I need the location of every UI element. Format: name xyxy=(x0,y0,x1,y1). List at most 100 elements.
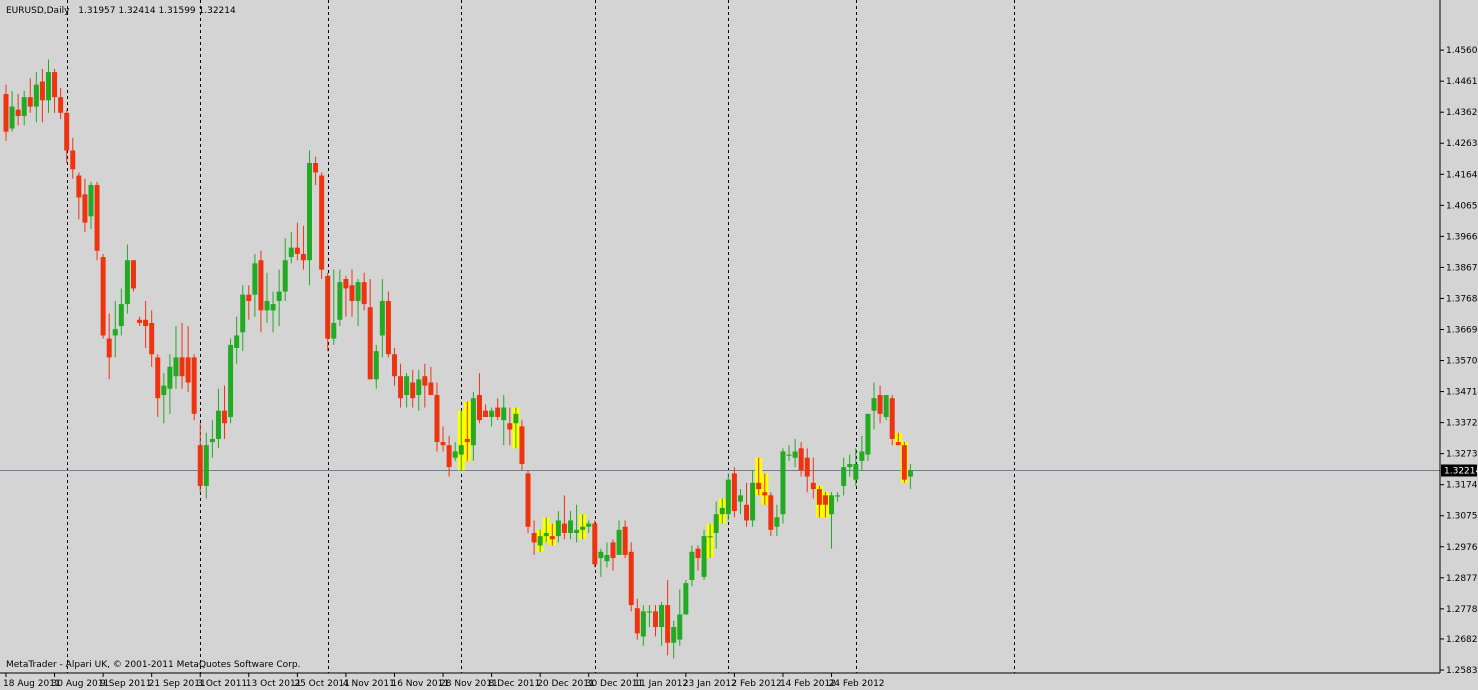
candle-body xyxy=(677,614,683,640)
candle xyxy=(82,178,88,232)
candle xyxy=(52,68,58,113)
candle xyxy=(768,492,774,537)
candle-body xyxy=(725,479,731,515)
candle-body xyxy=(161,385,167,396)
candle xyxy=(762,473,768,505)
candle-body xyxy=(282,260,288,292)
price-tick-label: 1.32730 xyxy=(1446,450,1478,460)
candle-body xyxy=(762,492,768,496)
candle-body xyxy=(470,398,476,446)
candle xyxy=(185,326,191,392)
candle-body xyxy=(483,410,489,417)
candle-body xyxy=(385,300,391,355)
candle-body xyxy=(604,554,610,562)
time-tick-label: 21 Sep 2011 xyxy=(149,679,206,689)
candle xyxy=(33,72,39,123)
candle-body xyxy=(671,627,677,643)
candle xyxy=(288,231,294,264)
candle xyxy=(683,580,689,615)
candle-body xyxy=(713,514,719,533)
candle-body xyxy=(355,282,361,301)
candle-body xyxy=(731,473,737,512)
candle-body xyxy=(737,495,743,502)
candle-body xyxy=(15,109,21,116)
candle-body xyxy=(440,442,446,446)
candle xyxy=(671,620,677,659)
candle-body xyxy=(88,184,94,217)
price-axis-labels: 1.45600 1.44610 1.43620 1.42630 1.41640 1.406… xyxy=(1440,46,1478,676)
candle-body xyxy=(197,445,203,486)
price-tick-label: 1.30750 xyxy=(1446,512,1478,522)
price-tick-label: 1.36690 xyxy=(1446,325,1478,335)
candle xyxy=(191,354,197,421)
candle-body xyxy=(373,351,379,380)
current-price-label: 1.32214 xyxy=(1444,467,1478,477)
candle xyxy=(70,137,76,179)
candle xyxy=(112,300,118,358)
candle-body xyxy=(592,523,598,565)
candle xyxy=(355,279,361,327)
candle xyxy=(476,373,482,424)
candle xyxy=(270,291,276,333)
candle xyxy=(246,285,252,320)
candle xyxy=(373,344,379,389)
candle-body xyxy=(39,81,45,101)
candle xyxy=(725,473,731,521)
candle xyxy=(604,542,610,568)
candle xyxy=(45,59,51,113)
candle-body xyxy=(622,526,628,555)
candle xyxy=(215,388,221,449)
price-tick-label: 1.35700 xyxy=(1446,357,1478,367)
ohlc-values: 1.31957 1.32414 1.31599 1.32214 xyxy=(78,6,236,16)
candle xyxy=(792,438,798,468)
candle-body xyxy=(501,407,507,421)
candle xyxy=(118,288,124,336)
candle xyxy=(410,369,416,408)
candle xyxy=(452,442,458,461)
candle-body xyxy=(21,97,27,116)
candle-body xyxy=(810,482,816,490)
symbol-timeframe: EURUSD,Daily xyxy=(6,6,70,16)
price-tick-label: 1.29760 xyxy=(1446,543,1478,553)
time-tick-label: 16 Nov 2011 xyxy=(391,679,449,689)
candle xyxy=(94,181,100,261)
candle-body xyxy=(398,376,404,399)
candle-body xyxy=(537,536,543,546)
candle xyxy=(21,90,27,126)
candle xyxy=(422,363,428,408)
candle-body xyxy=(853,464,859,480)
candle xyxy=(167,354,173,414)
candle xyxy=(367,279,373,380)
candle-body xyxy=(525,473,531,527)
candle xyxy=(434,382,440,452)
candle-body xyxy=(555,520,561,537)
candle xyxy=(895,432,901,446)
candle-body xyxy=(367,307,373,380)
candle xyxy=(124,244,130,314)
candle xyxy=(149,310,155,367)
candle-body xyxy=(70,150,76,170)
candle-body xyxy=(137,319,143,323)
candle xyxy=(464,401,470,461)
candle xyxy=(780,448,786,524)
candle xyxy=(580,514,586,540)
candle-body xyxy=(798,448,804,471)
candle-body xyxy=(337,282,343,320)
candle-body xyxy=(130,260,136,289)
candle xyxy=(616,520,622,555)
candle xyxy=(404,373,410,408)
candle xyxy=(555,511,561,543)
candle-body xyxy=(695,548,701,559)
candle-body xyxy=(258,260,264,311)
candle xyxy=(379,279,385,358)
candle-body xyxy=(185,357,191,383)
candle-body xyxy=(598,551,604,559)
price-tick-label: 1.33720 xyxy=(1446,419,1478,429)
candle xyxy=(810,457,816,499)
candle xyxy=(531,520,537,555)
candle xyxy=(695,545,701,571)
candle xyxy=(634,598,640,640)
candle-body xyxy=(124,260,130,305)
candle xyxy=(76,172,82,220)
